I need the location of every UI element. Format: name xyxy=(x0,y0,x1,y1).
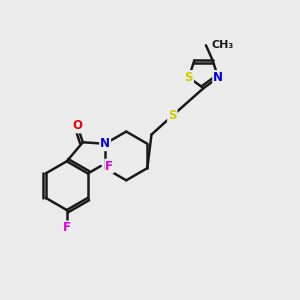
Text: N: N xyxy=(100,137,110,150)
Text: O: O xyxy=(73,119,82,132)
Text: S: S xyxy=(184,71,193,84)
Text: CH₃: CH₃ xyxy=(211,40,233,50)
Text: F: F xyxy=(105,160,113,172)
Text: S: S xyxy=(168,109,176,122)
Text: N: N xyxy=(213,71,223,84)
Text: F: F xyxy=(63,221,71,234)
